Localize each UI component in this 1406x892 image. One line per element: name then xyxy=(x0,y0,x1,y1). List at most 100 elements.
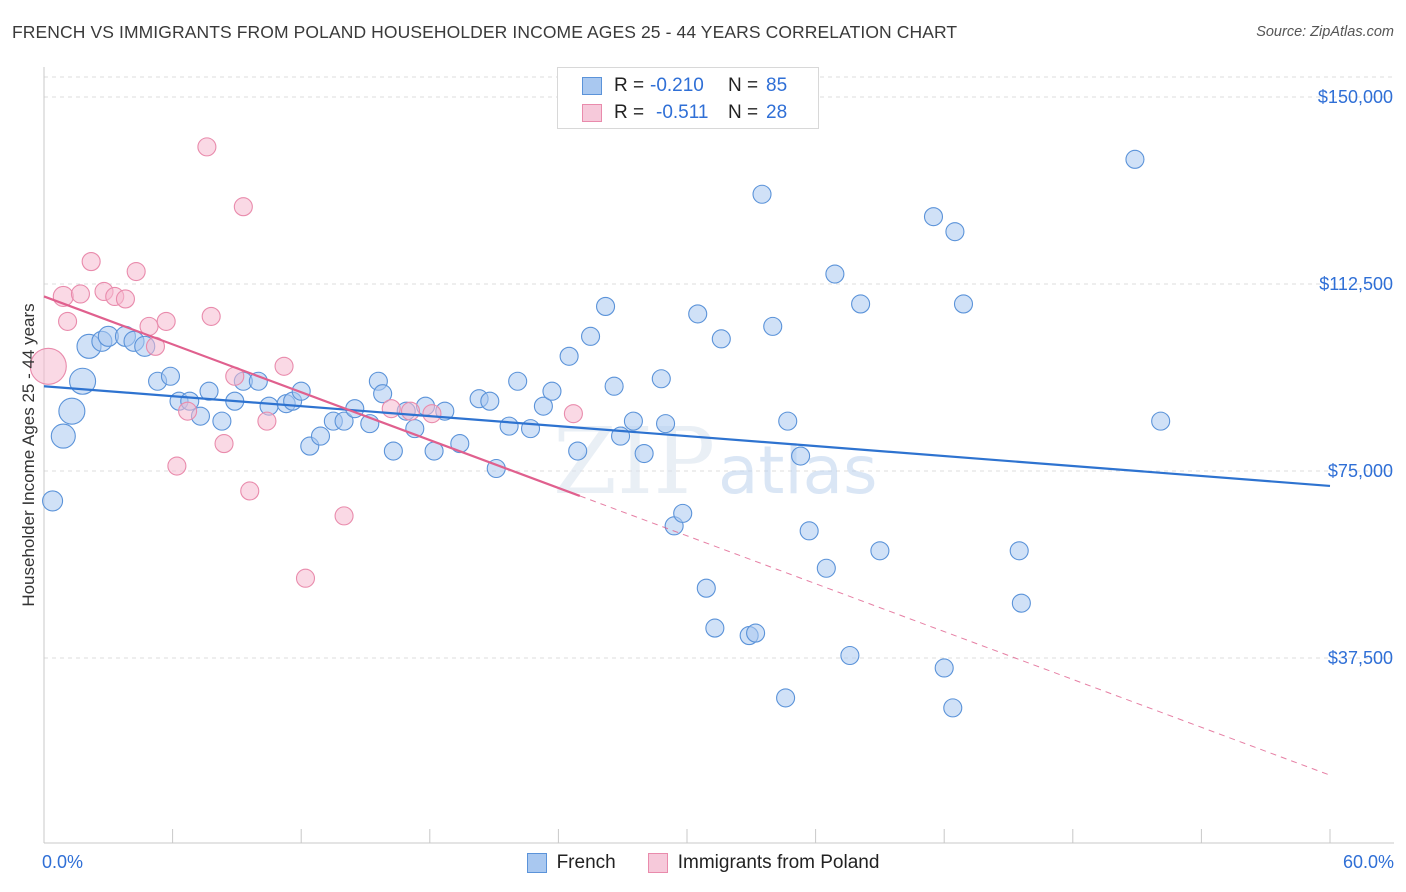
point-poland xyxy=(70,284,90,304)
point-french xyxy=(778,411,798,431)
point-french xyxy=(934,658,954,678)
point-french xyxy=(212,411,232,431)
point-poland xyxy=(257,411,277,431)
point-french xyxy=(508,371,528,391)
point-poland xyxy=(400,401,421,421)
y-axis-label: Householder Income Ages 25 - 44 years xyxy=(19,303,38,607)
grid-lines xyxy=(44,76,1394,659)
point-poland xyxy=(178,401,198,421)
trend-lines xyxy=(43,295,1331,776)
point-french xyxy=(696,578,716,598)
point-french xyxy=(499,416,519,436)
point-poland xyxy=(422,404,442,424)
point-french xyxy=(1125,149,1145,169)
point-french xyxy=(559,346,579,366)
point-poland xyxy=(197,137,217,157)
point-french xyxy=(791,446,811,466)
legend-row-poland: R = -0.511 N = 28 xyxy=(582,101,787,125)
point-poland xyxy=(240,481,260,501)
legend-r-label: R = xyxy=(614,75,645,96)
legend-item-poland[interactable]: Immigrants from Poland xyxy=(647,852,879,874)
poland-swatch xyxy=(582,104,602,122)
point-french xyxy=(623,411,643,431)
point-poland xyxy=(274,356,294,376)
point-french xyxy=(450,434,470,454)
point-french xyxy=(533,396,553,416)
legend-item-french[interactable]: French xyxy=(526,852,616,874)
point-poland xyxy=(115,289,135,309)
legend-row-french: R = -0.210 N = 85 xyxy=(582,74,787,98)
point-poland xyxy=(81,252,101,272)
french-swatch xyxy=(582,77,602,95)
series-poland-points xyxy=(29,137,583,588)
point-french xyxy=(923,207,944,227)
point-french xyxy=(799,521,819,541)
x-tick-min: 0.0% xyxy=(42,852,84,872)
point-poland xyxy=(381,399,401,419)
legend-n-label: N = xyxy=(728,102,759,123)
point-french xyxy=(752,184,772,204)
legend-label-french: French xyxy=(556,852,616,873)
point-poland xyxy=(156,311,176,331)
legend-r-value: -0.210 xyxy=(650,75,704,96)
point-french xyxy=(870,541,890,561)
point-french xyxy=(58,397,86,425)
legend-r-label: R = xyxy=(614,102,645,123)
point-french xyxy=(310,426,331,446)
y-tick-label: $112,500 xyxy=(1319,274,1393,294)
point-french xyxy=(160,366,181,386)
y-tick-label: $150,000 xyxy=(1318,87,1393,107)
point-french xyxy=(656,414,676,434)
point-french xyxy=(840,645,860,666)
point-poland xyxy=(295,568,316,588)
x-tick-max: 60.0% xyxy=(1342,852,1394,872)
point-french xyxy=(248,371,268,391)
trend-line-french xyxy=(43,385,1331,488)
legend-n-value: 85 xyxy=(766,75,788,96)
point-french xyxy=(816,558,836,578)
axes xyxy=(43,67,1394,844)
point-poland xyxy=(201,306,221,326)
point-french xyxy=(568,441,588,461)
legend-n-label: N = xyxy=(728,75,759,96)
point-french xyxy=(520,419,541,439)
trend-line-poland-extension xyxy=(579,495,1331,776)
point-french xyxy=(851,294,871,314)
trend-line-poland xyxy=(43,295,581,497)
point-poland xyxy=(563,404,583,424)
y-tick-label: $37,500 xyxy=(1328,648,1393,668)
poland-swatch xyxy=(647,853,668,873)
series-legend: French Immigrants from Poland xyxy=(0,852,1406,874)
point-french xyxy=(596,296,616,316)
point-french xyxy=(943,698,963,718)
legend-n-value: 28 xyxy=(766,102,788,123)
point-french xyxy=(580,326,601,346)
point-poland xyxy=(334,506,354,526)
y-tick-label: $75,000 xyxy=(1328,461,1393,481)
french-swatch xyxy=(526,853,547,873)
point-poland xyxy=(233,197,253,217)
point-french xyxy=(373,384,393,404)
correlation-legend: R = -0.210 N = 85 R = -0.511 N = 28 xyxy=(557,67,819,129)
point-french xyxy=(199,381,219,401)
point-french xyxy=(673,503,693,523)
point-french xyxy=(746,623,766,643)
point-french xyxy=(705,618,725,638)
point-french xyxy=(825,264,845,284)
source-label: Source: ZipAtlas.com xyxy=(1256,24,1394,40)
point-french xyxy=(945,222,965,242)
chart-title: FRENCH VS IMMIGRANTS FROM POLAND HOUSEHO… xyxy=(12,22,958,42)
point-french xyxy=(42,490,64,512)
point-french xyxy=(480,391,500,411)
point-french xyxy=(1009,541,1029,561)
point-poland xyxy=(29,347,67,385)
point-poland xyxy=(167,456,187,476)
point-french xyxy=(953,294,974,314)
watermark: ZIP atlas xyxy=(553,408,878,515)
point-french xyxy=(334,411,354,431)
y-tick-labels: $37,500 $75,000 $112,500 $150,000 xyxy=(1318,87,1393,668)
point-french xyxy=(1011,593,1031,613)
point-french xyxy=(50,423,76,449)
point-french xyxy=(763,316,783,336)
